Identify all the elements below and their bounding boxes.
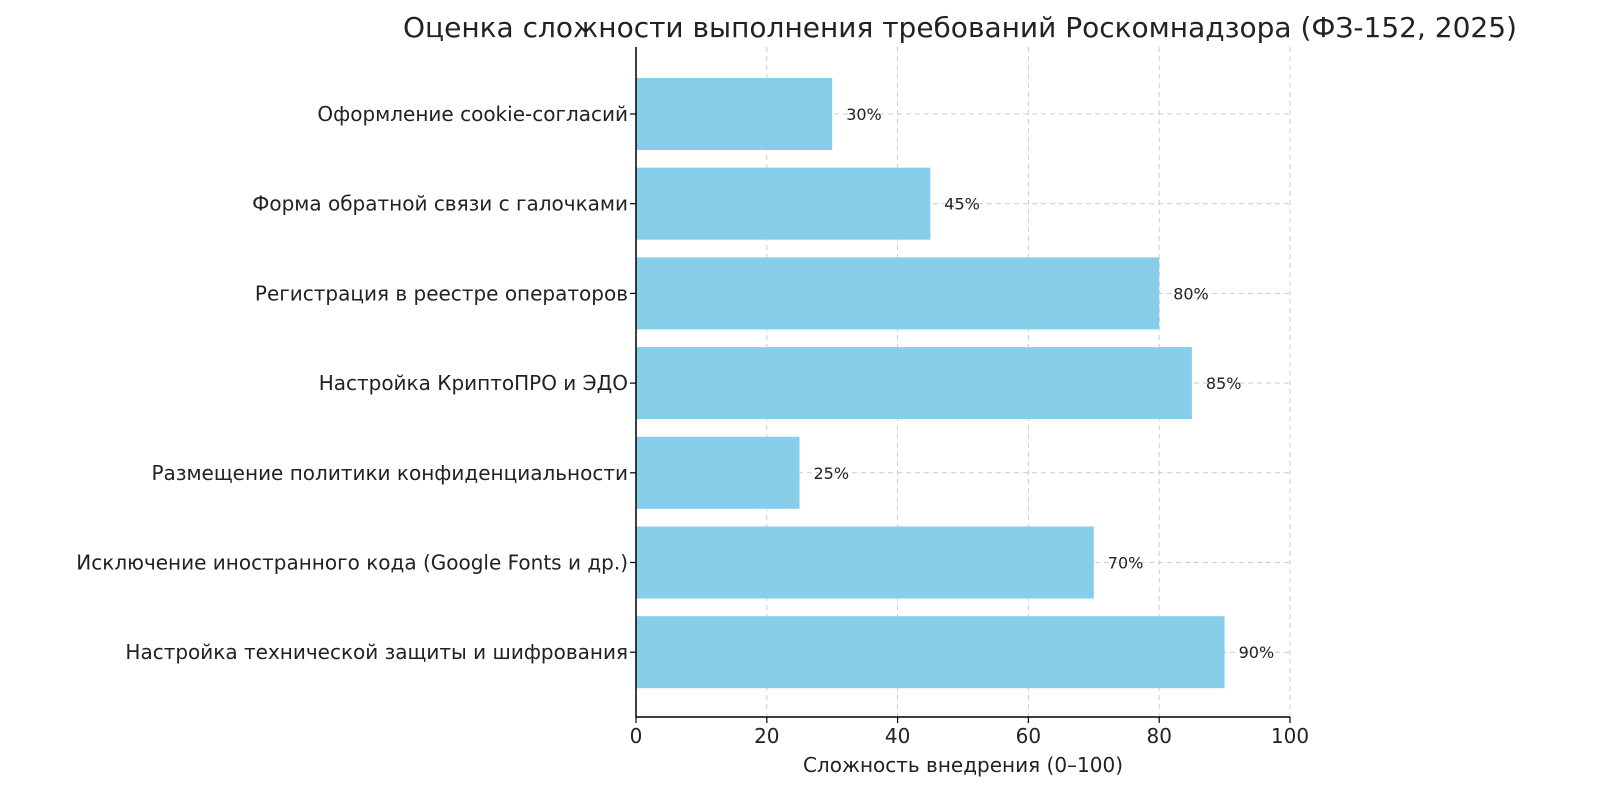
y-tick-label: Размещение политики конфиденциальности xyxy=(152,461,629,485)
bar xyxy=(636,257,1160,330)
axes: 0 20 40 60 80 100 Оформление cookie-согласий Фо… xyxy=(76,47,1309,748)
bar xyxy=(636,78,833,150)
x-tick-label: 100 xyxy=(1271,724,1309,748)
data-label: 45% xyxy=(944,195,980,214)
x-tick-label: 40 xyxy=(885,724,910,748)
y-tick-label: Оформление cookie-согласий xyxy=(317,102,628,126)
data-label: 30% xyxy=(846,105,882,124)
bar xyxy=(636,526,1094,599)
data-label: 80% xyxy=(1173,284,1209,303)
y-tick-label: Настройка КриптоПРО и ЭДО xyxy=(319,371,628,395)
x-tick-label: 0 xyxy=(630,724,643,748)
data-label: 85% xyxy=(1206,374,1242,393)
bar xyxy=(636,167,931,240)
bar xyxy=(636,616,1225,689)
bar xyxy=(636,436,800,509)
data-label: 70% xyxy=(1108,554,1144,573)
data-label: 90% xyxy=(1239,643,1275,662)
x-tick-label: 60 xyxy=(1016,724,1041,748)
bar xyxy=(636,347,1192,420)
x-tick-label: 80 xyxy=(1146,724,1171,748)
y-tick-label: Исключение иностранного кода (Google Fon… xyxy=(76,551,628,575)
data-label: 25% xyxy=(814,464,850,483)
y-tick-label: Настройка технической защиты и шифровани… xyxy=(125,640,628,664)
x-axis-label: Сложность внедрения (0–100) xyxy=(803,753,1123,777)
bars: 30% 45% 80% 85% 25% 70% 90% xyxy=(636,78,1275,689)
x-tick-label: 20 xyxy=(754,724,779,748)
y-tick-label: Форма обратной связи с галочками xyxy=(252,192,628,216)
y-tick-label: Регистрация в реестре операторов xyxy=(255,281,628,305)
chart-title: Оценка сложности выполнения требований Р… xyxy=(403,11,1517,44)
